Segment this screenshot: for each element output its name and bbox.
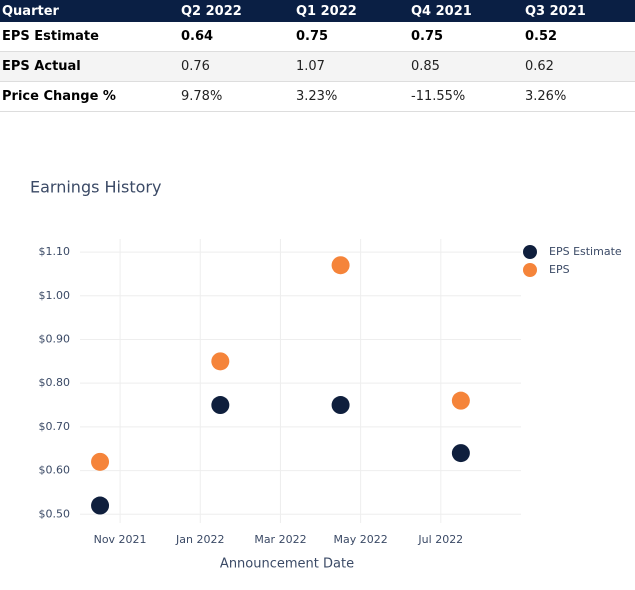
- table-row: Price Change % 9.78% 3.23% -11.55% 3.26%: [0, 81, 635, 112]
- header-cell: Q2 2022: [179, 0, 294, 22]
- legend-label: EPS: [549, 263, 570, 276]
- header-row: Quarter Q2 2022 Q1 2022 Q4 2021 Q3 2021: [0, 0, 635, 22]
- data-point: [91, 496, 110, 515]
- x-tick-label: Mar 2022: [254, 533, 306, 546]
- data-point: [331, 256, 350, 275]
- table-cell: Price Change %: [0, 81, 179, 112]
- legend-label: EPS Estimate: [549, 245, 622, 258]
- table-cell: 1.07: [294, 51, 409, 82]
- chart: Earnings History Announcement Date $0.50…: [30, 178, 622, 572]
- header-cell: Q3 2021: [523, 0, 635, 22]
- table-cell: -11.55%: [409, 81, 523, 112]
- table-cell: 0.76: [179, 51, 294, 82]
- y-tick-label: $0.70: [39, 420, 71, 433]
- data-point: [451, 444, 470, 463]
- y-tick-label: $1.00: [39, 289, 71, 302]
- table-row: EPS Estimate 0.64 0.75 0.75 0.52: [0, 22, 635, 52]
- x-tick-label: Jul 2022: [417, 533, 463, 546]
- y-tick-label: $0.60: [39, 464, 71, 477]
- data-point: [91, 452, 110, 471]
- data-point: [211, 396, 230, 415]
- y-tick-label: $0.90: [39, 332, 71, 345]
- chart-title: Earnings History: [30, 178, 161, 197]
- table-cell: EPS Actual: [0, 51, 179, 82]
- earnings-table: Quarter Q2 2022 Q1 2022 Q4 2021 Q3 2021 EPS …: [0, 0, 635, 112]
- y-tick-label: $1.10: [39, 245, 71, 258]
- table-cell: 0.75: [294, 22, 409, 52]
- y-tick-label: $0.50: [39, 507, 71, 520]
- legend-marker: [523, 263, 537, 277]
- y-tick-label: $0.80: [39, 376, 71, 389]
- table-cell: 3.26%: [523, 81, 635, 112]
- table-cell: 0.75: [409, 22, 523, 52]
- header-cell: Q1 2022: [294, 0, 409, 22]
- x-axis-label: Announcement Date: [220, 557, 354, 572]
- header-cell: Q4 2021: [409, 0, 523, 22]
- table-cell: 0.85: [409, 51, 523, 82]
- table-cell: 9.78%: [179, 81, 294, 112]
- data-point: [451, 391, 470, 410]
- data-point: [331, 396, 350, 415]
- table-cell: 3.23%: [294, 81, 409, 112]
- x-tick-label: Nov 2021: [94, 533, 147, 546]
- x-tick-label: May 2022: [334, 533, 388, 546]
- table-row: EPS Actual 0.76 1.07 0.85 0.62: [0, 51, 635, 82]
- header-cell: Quarter: [0, 0, 179, 22]
- legend-marker: [523, 245, 537, 259]
- table-cell: 0.52: [523, 22, 635, 52]
- table-cell: 0.62: [523, 51, 635, 82]
- data-point: [211, 352, 230, 371]
- x-tick-label: Jan 2022: [175, 533, 224, 546]
- table-cell: 0.64: [179, 22, 294, 52]
- table-cell: EPS Estimate: [0, 22, 179, 52]
